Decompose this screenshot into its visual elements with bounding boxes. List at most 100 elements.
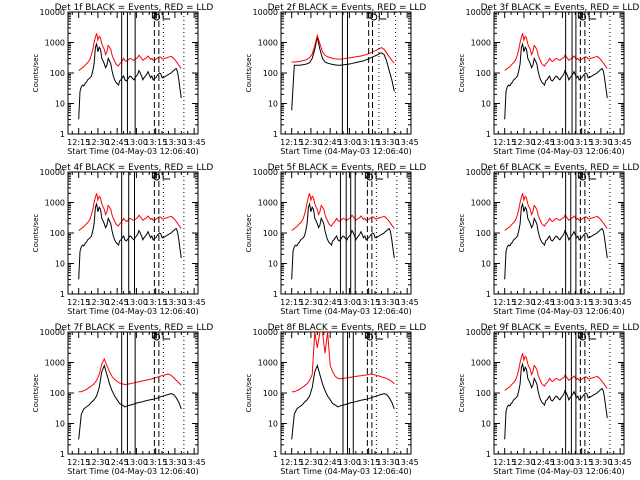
x-axis-label: Start Time (04-May-03 12:06:40)	[280, 467, 411, 476]
x-tick-label: 12:30	[86, 298, 109, 307]
x-tick-label: 13:00	[551, 298, 574, 307]
d-marker	[579, 13, 587, 21]
y-tick-label: 1	[60, 290, 65, 299]
x-tick-label: 13:00	[125, 458, 148, 467]
y-tick-label: 10	[481, 420, 491, 429]
y-tick-label: 10	[55, 420, 65, 429]
x-axis-label: Start Time (04-May-03 12:06:40)	[493, 307, 624, 316]
y-tick-label: 1000	[258, 359, 278, 368]
n-marker	[162, 13, 171, 20]
x-tick-label: 12:30	[86, 458, 109, 467]
x-tick-label: 12:45	[319, 458, 342, 467]
y-tick-label: 1	[486, 450, 491, 459]
y-tick-label: 10	[55, 260, 65, 269]
x-tick-label: 13:45	[183, 458, 206, 467]
n-marker	[588, 333, 597, 340]
x-tick-label: 13:15	[570, 298, 593, 307]
y-tick-label: 1000	[471, 199, 491, 208]
y-axis-label: Counts/sec	[32, 214, 40, 253]
x-tick-label: 13:00	[338, 298, 361, 307]
x-tick-label: 13:30	[163, 138, 186, 147]
y-tick-label: 100	[263, 389, 278, 398]
y-axis-label: Counts/sec	[245, 54, 253, 93]
panel-title: Det 3f BLACK = Events, RED = LLD	[481, 3, 640, 13]
y-axis-label: Counts/sec	[32, 54, 40, 93]
x-tick-label: 12:15	[493, 138, 516, 147]
y-tick-label: 100	[50, 389, 65, 398]
n-marker	[375, 173, 384, 180]
y-tick-label: 10000	[466, 168, 491, 177]
x-tick-label: 13:00	[125, 298, 148, 307]
x-tick-label: 13:45	[183, 138, 206, 147]
y-tick-label: 1	[60, 130, 65, 139]
series-events-line	[504, 361, 608, 440]
y-tick-label: 1000	[258, 199, 278, 208]
y-tick-label: 1	[273, 130, 278, 139]
x-tick-label: 12:15	[67, 138, 90, 147]
s-marker	[577, 12, 583, 19]
d-marker	[579, 333, 587, 341]
panel-title: Det 2f BLACK = Events, RED = LLD	[268, 3, 427, 13]
y-tick-label: 10	[481, 100, 491, 109]
x-tick-label: 13:30	[376, 138, 399, 147]
plot-frame	[493, 11, 625, 135]
panel-det-6: Det 6f BLACK = Events, RED = LLD 1 10 100 10…	[458, 163, 639, 316]
x-tick-label: 12:45	[106, 138, 129, 147]
y-tick-label: 1000	[45, 199, 65, 208]
y-axis-label: Counts/sec	[458, 214, 466, 253]
series-events-line	[291, 201, 395, 280]
series-events-line	[291, 36, 395, 111]
x-axis-label: Start Time (04-May-03 12:06:40)	[493, 147, 624, 156]
x-tick-label: 13:15	[357, 138, 380, 147]
y-tick-label: 1000	[471, 359, 491, 368]
y-tick-label: 100	[476, 389, 491, 398]
series-events-line	[504, 201, 608, 280]
x-tick-label: 12:45	[319, 298, 342, 307]
series-lld-line	[291, 33, 395, 64]
x-tick-label: 13:30	[376, 458, 399, 467]
plot-frame	[67, 171, 199, 295]
x-tick-label: 12:15	[493, 298, 516, 307]
x-tick-label: 12:15	[67, 298, 90, 307]
series-lld-line	[78, 33, 182, 71]
x-tick-label: 13:00	[551, 458, 574, 467]
x-tick-label: 13:45	[609, 138, 632, 147]
panel-title: Det 4f BLACK = Events, RED = LLD	[55, 163, 214, 173]
y-tick-label: 1000	[45, 359, 65, 368]
panel-det-7: Det 7f BLACK = Events, RED = LLD 1 10 100 10…	[32, 323, 213, 476]
series-lld-line	[504, 33, 608, 71]
x-tick-label: 12:30	[299, 458, 322, 467]
plot-frame	[280, 11, 412, 135]
y-tick-label: 10000	[466, 328, 491, 337]
series-lld-line	[78, 357, 182, 393]
plot-frame	[280, 331, 412, 455]
x-tick-label: 13:00	[338, 138, 361, 147]
x-tick-label: 12:15	[280, 138, 303, 147]
panel-det-8: Det 8f BLACK = Events, RED = LLD 1 10 100 10…	[245, 323, 426, 476]
y-tick-label: 100	[263, 69, 278, 78]
y-axis-label: Counts/sec	[245, 374, 253, 413]
series-lld-line	[78, 193, 182, 231]
x-tick-label: 13:00	[125, 138, 148, 147]
panel-title: Det 7f BLACK = Events, RED = LLD	[55, 323, 214, 333]
x-tick-label: 12:30	[299, 138, 322, 147]
series-events-line	[78, 201, 182, 280]
panel-title: Det 5f BLACK = Events, RED = LLD	[268, 163, 427, 173]
panel-det-1: Det 1f BLACK = Events, RED = LLD 1 10 100 10…	[32, 3, 213, 156]
x-tick-label: 13:30	[589, 298, 612, 307]
x-axis-label: Start Time (04-May-03 12:06:40)	[67, 467, 198, 476]
panel-det-2: Det 2f BLACK = Events, RED = LLD 1 10 100 10…	[245, 3, 426, 156]
x-axis-label: Start Time (04-May-03 12:06:40)	[67, 307, 198, 316]
series-events-line	[78, 363, 182, 440]
y-tick-label: 100	[476, 69, 491, 78]
x-tick-label: 12:30	[512, 458, 535, 467]
s-marker	[151, 332, 157, 339]
y-tick-label: 100	[263, 229, 278, 238]
y-tick-label: 10000	[40, 8, 65, 17]
x-tick-label: 12:45	[532, 298, 555, 307]
d-marker	[366, 173, 374, 181]
x-tick-label: 13:00	[551, 138, 574, 147]
x-axis-label: Start Time (04-May-03 12:06:40)	[280, 147, 411, 156]
x-tick-label: 13:15	[144, 298, 167, 307]
